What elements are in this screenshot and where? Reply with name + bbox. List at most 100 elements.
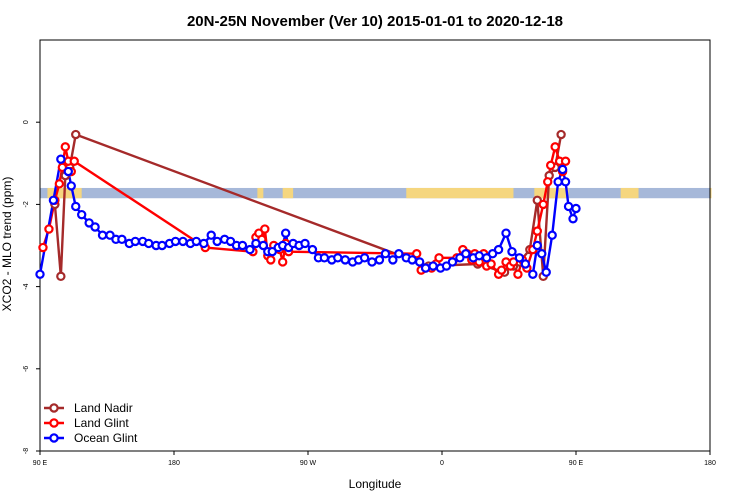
data-point bbox=[428, 261, 438, 271]
data-point bbox=[513, 269, 523, 279]
data-point bbox=[307, 244, 318, 255]
data-point bbox=[380, 249, 391, 259]
data-point bbox=[447, 257, 458, 267]
data-point bbox=[237, 240, 248, 251]
data-point bbox=[56, 271, 66, 282]
data-point bbox=[267, 246, 277, 257]
data-point bbox=[143, 238, 154, 249]
data-point bbox=[71, 129, 81, 140]
data-point bbox=[541, 267, 551, 277]
data-point bbox=[90, 222, 100, 232]
data-point bbox=[507, 246, 517, 257]
data-point bbox=[319, 253, 330, 263]
data-point bbox=[48, 195, 59, 205]
data-point bbox=[251, 238, 261, 249]
data-point bbox=[571, 203, 581, 214]
y-tick-label: -8 bbox=[23, 448, 30, 454]
data-point bbox=[532, 195, 542, 205]
data-point bbox=[191, 236, 202, 247]
land-band-segment bbox=[282, 187, 294, 199]
data-point bbox=[300, 238, 310, 249]
x-tick-label: 90 W bbox=[300, 460, 317, 467]
data-point bbox=[434, 253, 444, 263]
data-point bbox=[550, 142, 560, 152]
x-tick-label: 180 bbox=[704, 460, 716, 467]
data-point bbox=[340, 255, 350, 265]
data-point bbox=[501, 228, 511, 238]
data-point bbox=[84, 218, 94, 228]
data-point bbox=[563, 201, 574, 212]
data-point bbox=[411, 249, 422, 259]
data-point bbox=[568, 214, 578, 224]
data-point bbox=[514, 253, 525, 263]
legend-marker bbox=[49, 433, 59, 443]
data-point bbox=[486, 259, 496, 269]
land-band-segment bbox=[406, 187, 514, 199]
data-point bbox=[560, 177, 571, 187]
data-point bbox=[333, 253, 343, 263]
x-axis-label: Longitude bbox=[349, 477, 402, 491]
legend-label: Ocean Glint bbox=[74, 431, 138, 445]
data-point bbox=[245, 244, 255, 255]
data-point bbox=[60, 142, 71, 152]
ocean-band bbox=[40, 187, 710, 199]
data-point bbox=[260, 224, 270, 234]
data-point bbox=[441, 261, 452, 271]
data-point bbox=[97, 230, 108, 240]
data-point bbox=[532, 240, 542, 251]
data-point bbox=[199, 238, 209, 249]
data-point bbox=[557, 164, 568, 175]
y-tick-label: -4 bbox=[23, 283, 30, 289]
data-point bbox=[367, 257, 377, 267]
data-point bbox=[538, 199, 548, 210]
data-point bbox=[543, 177, 553, 187]
data-point bbox=[414, 257, 425, 267]
data-point bbox=[455, 253, 465, 263]
data-point bbox=[266, 255, 276, 265]
legend-label: Land Nadir bbox=[74, 401, 133, 415]
data-point bbox=[556, 129, 566, 140]
data-point bbox=[547, 230, 557, 240]
data-point bbox=[178, 236, 188, 247]
y-tick-label: -2 bbox=[23, 201, 30, 207]
data-point bbox=[206, 230, 216, 240]
x-tick-label: 180 bbox=[168, 460, 180, 467]
data-point bbox=[56, 154, 66, 164]
data-point bbox=[76, 209, 87, 220]
data-point bbox=[474, 251, 484, 261]
x-tick-label: 90 E bbox=[569, 460, 584, 467]
data-point bbox=[560, 156, 571, 166]
data-point bbox=[420, 263, 431, 273]
data-point bbox=[528, 269, 538, 279]
data-point bbox=[545, 160, 556, 171]
data-point bbox=[553, 177, 563, 187]
data-point bbox=[487, 249, 498, 259]
data-point bbox=[212, 236, 222, 247]
data-point bbox=[69, 156, 79, 166]
data-point bbox=[520, 259, 531, 269]
data-point bbox=[225, 236, 236, 247]
data-point bbox=[44, 224, 54, 234]
legend-marker bbox=[49, 403, 59, 413]
data-point bbox=[117, 234, 127, 245]
land-band-segment bbox=[710, 187, 712, 199]
land-band-segment bbox=[257, 187, 264, 199]
chart-title: 20N-25N November (Ver 10) 2015-01-01 to … bbox=[187, 13, 563, 30]
data-point bbox=[496, 265, 507, 275]
data-point bbox=[170, 236, 181, 247]
data-point bbox=[35, 269, 45, 279]
data-point bbox=[54, 179, 65, 189]
y-tick-label: -6 bbox=[23, 366, 30, 372]
data-point bbox=[71, 201, 81, 212]
data-point bbox=[130, 236, 140, 247]
data-point bbox=[508, 257, 519, 267]
plot-area: 90 E 180 90 W 0 90 E 180 0 -2 -4 -6 -8 bbox=[23, 39, 716, 467]
land-band-segment bbox=[620, 187, 639, 199]
y-tick-label: 0 bbox=[23, 120, 30, 124]
land-band-segment bbox=[534, 187, 569, 199]
x-tick-label: 90 E bbox=[33, 460, 48, 467]
y-axis-label: XCO2 - MLO trend (ppm) bbox=[0, 177, 14, 312]
data-point bbox=[388, 255, 398, 265]
